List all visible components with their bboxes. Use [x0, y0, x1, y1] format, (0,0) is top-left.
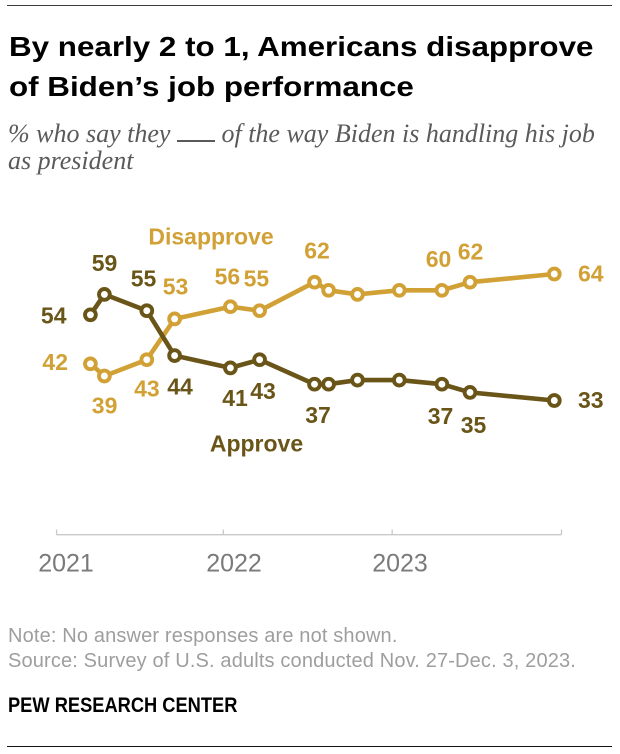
- svg-text:37: 37: [305, 402, 331, 428]
- svg-text:56: 56: [215, 264, 241, 290]
- svg-text:2022: 2022: [206, 550, 262, 578]
- svg-text:54: 54: [41, 302, 67, 328]
- svg-text:64: 64: [578, 261, 604, 287]
- svg-text:35: 35: [461, 412, 487, 438]
- svg-text:42: 42: [42, 349, 68, 375]
- svg-text:55: 55: [131, 266, 157, 292]
- svg-text:2021: 2021: [38, 550, 94, 578]
- svg-text:59: 59: [92, 250, 118, 276]
- svg-text:62: 62: [458, 239, 484, 265]
- svg-text:43: 43: [250, 378, 276, 404]
- svg-text:44: 44: [167, 374, 193, 400]
- svg-text:37: 37: [428, 403, 454, 429]
- svg-text:43: 43: [134, 376, 160, 402]
- svg-text:60: 60: [426, 246, 452, 272]
- svg-text:39: 39: [92, 392, 118, 418]
- svg-text:53: 53: [163, 274, 189, 300]
- svg-text:33: 33: [578, 387, 604, 413]
- svg-text:Approve: Approve: [210, 431, 303, 457]
- svg-text:41: 41: [222, 385, 248, 411]
- svg-text:2023: 2023: [372, 550, 428, 578]
- svg-text:55: 55: [244, 266, 270, 292]
- svg-text:Disapprove: Disapprove: [148, 224, 273, 250]
- svg-text:62: 62: [304, 238, 330, 264]
